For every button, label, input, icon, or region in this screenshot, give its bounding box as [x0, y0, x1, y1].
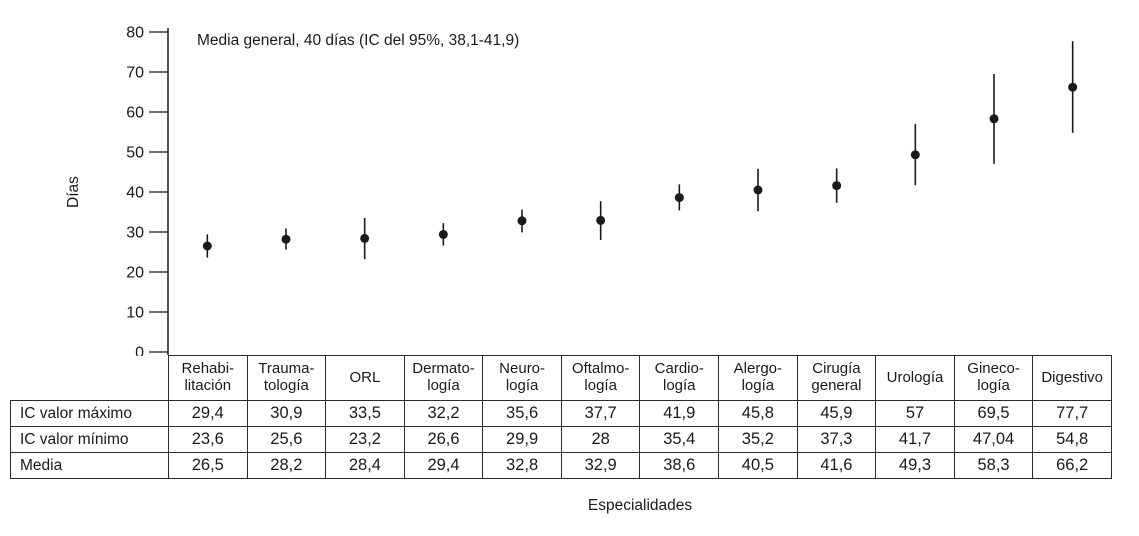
table-cell: 45,8 — [718, 400, 798, 427]
data-point — [910, 150, 920, 160]
data-point — [753, 185, 763, 195]
table-cell: 37,3 — [796, 426, 877, 453]
corner-blank-cell — [10, 355, 169, 401]
row-label: IC valor máximo — [10, 400, 169, 427]
table-cell: 57 — [875, 400, 955, 427]
column-header: Cardio- logía — [639, 355, 720, 401]
y-tick-label: 10 — [126, 305, 144, 322]
y-tick-label: 60 — [126, 105, 144, 122]
table-cell: 23,2 — [325, 426, 405, 453]
table-cell: 77,7 — [1032, 400, 1112, 427]
data-point — [281, 234, 291, 244]
table-body: IC valor máximo 29,4 30,9 33,5 32,2 35,6 37,7 4… — [10, 400, 1112, 479]
data-point — [989, 114, 999, 124]
table-cell: 26,6 — [403, 426, 484, 453]
data-point — [1068, 82, 1078, 92]
column-header: ORL — [325, 355, 405, 401]
table-cell: 35,4 — [639, 426, 720, 453]
table-cell: 35,2 — [718, 426, 798, 453]
header-row: Rehabi- litación Trauma- tología ORL Dermat… — [10, 355, 1112, 401]
table-cell: 28,2 — [246, 452, 327, 479]
data-point — [360, 233, 370, 243]
table-cell: 47,04 — [953, 426, 1034, 453]
table-cell: 32,8 — [482, 452, 562, 479]
table-cell: 30,9 — [246, 400, 327, 427]
table-cell: 41,6 — [796, 452, 877, 479]
table-cell: 54,8 — [1032, 426, 1112, 453]
table-cell: 41,9 — [639, 400, 720, 427]
y-tick-label: 20 — [126, 265, 144, 282]
table-cell: 37,7 — [560, 400, 641, 427]
table-cell: 41,7 — [875, 426, 955, 453]
y-tick-label: 0 — [135, 345, 144, 357]
data-point — [674, 193, 684, 203]
data-point — [517, 216, 527, 226]
table-row: IC valor máximo 29,4 30,9 33,5 32,2 35,6 37,7 4… — [10, 400, 1112, 427]
y-tick-label: 70 — [126, 65, 144, 82]
table-cell: 49,3 — [875, 452, 955, 479]
table-cell: 29,9 — [482, 426, 562, 453]
table-cell: 66,2 — [1032, 452, 1112, 479]
table-header-row: Rehabi- litación Trauma- tología ORL Dermat… — [10, 355, 1112, 401]
y-axis-title: Días — [65, 176, 82, 208]
table-cell: 25,6 — [246, 426, 327, 453]
column-header: Rehabi- litación — [168, 355, 248, 401]
table-cell: 26,5 — [168, 452, 248, 479]
table-cell: 23,6 — [168, 426, 248, 453]
table-cell: 28 — [560, 426, 641, 453]
table-cell: 32,9 — [560, 452, 641, 479]
data-point — [202, 241, 212, 251]
data-point — [438, 229, 448, 239]
data-point — [596, 215, 606, 225]
y-tick-label: 40 — [126, 185, 144, 202]
scatter-chart: 0 10 20 30 40 50 60 70 80 Días Media general, 40 d… — [65, 25, 1078, 357]
table-cell: 35,6 — [482, 400, 562, 427]
table-cell: 29,4 — [403, 452, 484, 479]
column-header: Alergo- logía — [718, 355, 798, 401]
data-point — [832, 181, 842, 191]
y-tick-label: 50 — [126, 145, 144, 162]
column-header: Trauma- tología — [246, 355, 327, 401]
table-cell: 45,9 — [796, 400, 877, 427]
column-header: Gineco- logía — [953, 355, 1034, 401]
table-cell: 58,3 — [953, 452, 1034, 479]
column-header: Digestivo — [1032, 355, 1112, 401]
table-row: IC valor mínimo 23,6 25,6 23,2 26,6 29,9 28 35,… — [10, 426, 1112, 453]
row-label: Media — [10, 452, 169, 479]
column-header: Dermato- logía — [403, 355, 484, 401]
table-cell: 32,2 — [403, 400, 484, 427]
table-cell: 38,6 — [639, 452, 720, 479]
table-row: Media 26,5 28,2 28,4 29,4 32,8 32,9 38,6 40,5 41,… — [10, 452, 1112, 479]
column-header: Neuro- logía — [482, 355, 562, 401]
table-cell: 40,5 — [718, 452, 798, 479]
column-header: Oftalmo- logía — [560, 355, 641, 401]
x-axis-title: Especialidades — [587, 497, 693, 514]
column-header: Cirugía general — [796, 355, 877, 401]
y-tick-label: 30 — [126, 225, 144, 242]
table-cell: 28,4 — [325, 452, 405, 479]
y-tick-label: 80 — [126, 25, 144, 42]
column-header: Urología — [875, 355, 955, 401]
table-cell: 33,5 — [325, 400, 405, 427]
annotation: Media general, 40 días (IC del 95%, 38,1… — [197, 32, 519, 49]
table-cell: 29,4 — [168, 400, 248, 427]
table-cell: 69,5 — [953, 400, 1034, 427]
data-table: Rehabi- litación Trauma- tología ORL Dermat… — [10, 355, 1112, 479]
row-label: IC valor mínimo — [10, 426, 169, 453]
